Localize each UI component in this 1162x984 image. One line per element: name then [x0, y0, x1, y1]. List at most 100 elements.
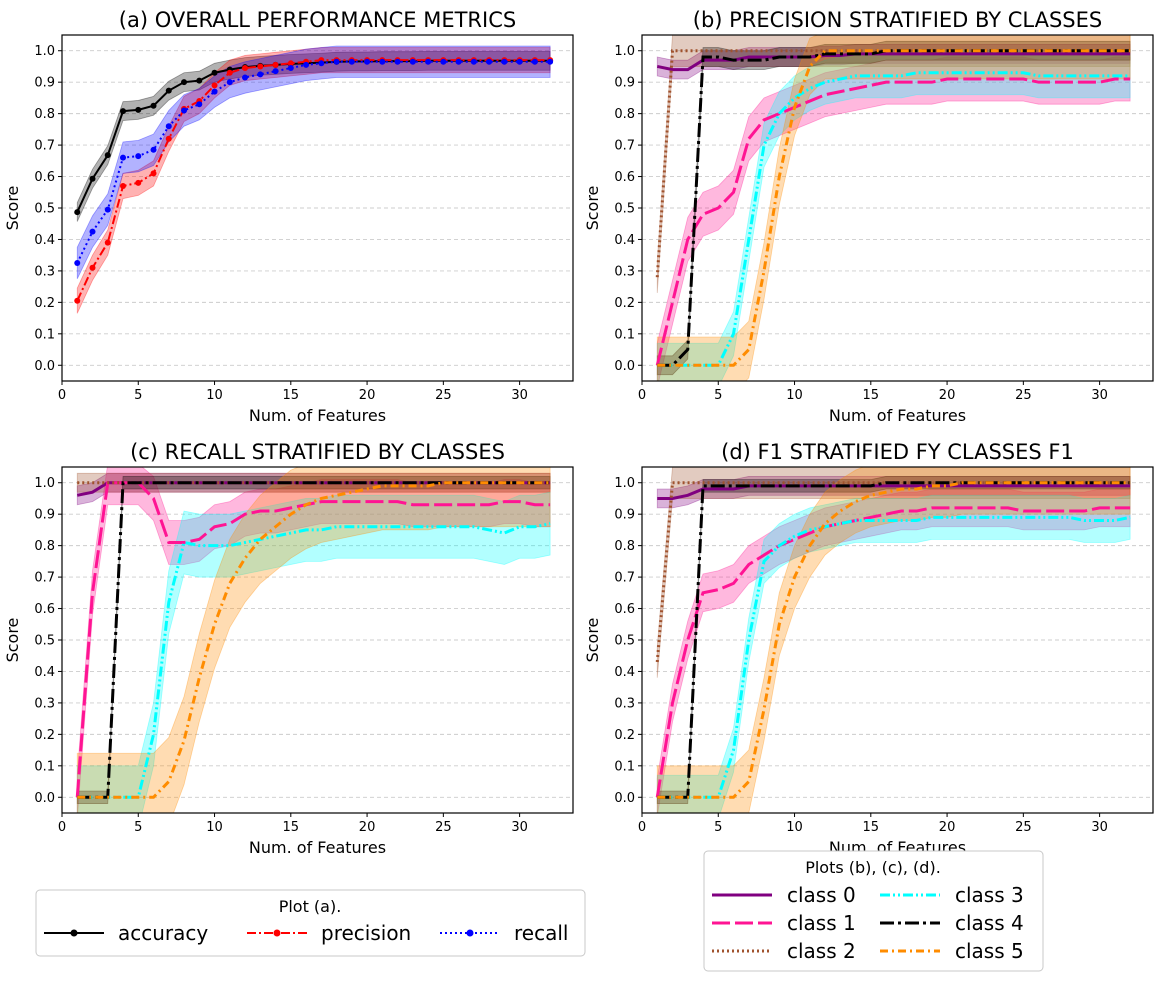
data-point-recall	[257, 71, 264, 78]
x-tick-label: 20	[359, 820, 376, 835]
data-point-recall	[196, 101, 203, 108]
data-point-precision	[165, 135, 172, 142]
panel-c-ylabel: Score	[3, 618, 22, 663]
y-tick-label: 1.0	[34, 476, 55, 491]
y-tick-label: 1.0	[34, 44, 55, 59]
y-tick-label: 0.8	[34, 539, 55, 554]
legend-label-class-4: class 4	[955, 911, 1024, 935]
y-tick-label: 0.5	[34, 202, 55, 217]
y-tick-label: 0.4	[34, 665, 55, 680]
legend-label-class-5: class 5	[955, 939, 1024, 963]
legend-label-class-1: class 1	[787, 911, 856, 935]
data-point-recall	[470, 58, 477, 65]
data-point-recall	[364, 58, 371, 65]
y-tick-label: 0.3	[614, 696, 635, 711]
panel-b-plot-area	[655, 35, 1131, 381]
panel-a-title: (a) OVERALL PERFORMANCE METRICS	[119, 8, 516, 32]
data-point-recall	[394, 58, 401, 65]
panel-c-xlabel: Num. of Features	[249, 838, 386, 857]
y-tick-label: 0.9	[34, 76, 55, 91]
panels: (a) OVERALL PERFORMANCE METRICS 0.0 0.1 0.2…	[3, 8, 1154, 857]
band-class-3	[656, 50, 1131, 381]
data-point-precision	[150, 170, 157, 177]
data-point-recall	[135, 153, 142, 160]
x-tick-label: 15	[283, 388, 300, 403]
panel-b-title: (b) PRECISION STRATIFIED BY CLASSES	[693, 8, 1102, 32]
data-point-recall	[531, 58, 538, 65]
band-class-4	[656, 40, 1131, 376]
data-point-recall	[150, 146, 157, 153]
data-point-precision	[226, 69, 233, 76]
series-line-class-1	[655, 506, 1131, 798]
data-point-accuracy	[165, 87, 172, 94]
panel-b-frame	[641, 34, 1154, 382]
y-tick-label: 0.7	[34, 571, 55, 586]
x-tick-label: 25	[1015, 820, 1032, 835]
y-tick-label: 0.8	[34, 107, 55, 122]
y-tick-label: 0.6	[34, 602, 55, 617]
data-point-accuracy	[89, 175, 96, 182]
y-tick-label: 0.2	[614, 296, 635, 311]
legend-label-class-0: class 0	[787, 883, 856, 907]
data-point-recall	[379, 58, 386, 65]
legend-plot-a-title: Plot (a).	[279, 897, 342, 916]
data-point-recall	[104, 206, 111, 213]
data-point-precision	[89, 264, 96, 271]
band-class-1	[656, 56, 1131, 381]
y-tick-label: 0.3	[34, 696, 55, 711]
panel-b-ylabel: Score	[583, 186, 602, 231]
series-line-class-5	[657, 49, 1131, 367]
legend-marker-accuracy	[70, 929, 78, 937]
band-class-3	[656, 494, 1131, 813]
y-tick-label: 1.0	[614, 476, 635, 491]
data-point-recall	[409, 58, 416, 65]
data-point-precision	[120, 182, 127, 189]
legend-label-class-3: class 3	[955, 883, 1024, 907]
data-point-recall	[348, 58, 355, 65]
x-tick-label: 25	[435, 388, 452, 403]
data-point-recall	[516, 58, 523, 65]
data-point-accuracy	[181, 79, 188, 86]
x-tick-label: 10	[786, 820, 803, 835]
band-recall	[76, 45, 551, 279]
y-tick-label: 0.6	[614, 602, 635, 617]
x-tick-label: 5	[134, 388, 142, 403]
data-point-recall	[165, 123, 172, 130]
y-tick-label: 0.3	[34, 264, 55, 279]
data-point-recall	[501, 58, 508, 65]
y-tick-label: 1.0	[614, 44, 635, 59]
data-point-recall	[303, 61, 310, 68]
y-tick-label: 0.4	[614, 665, 635, 680]
y-tick-label: 0.1	[614, 327, 635, 342]
y-tick-label: 0.7	[614, 139, 635, 154]
legend-label-precision: precision	[321, 921, 411, 945]
data-point-accuracy	[74, 209, 81, 216]
legend-plot-a-frame	[35, 889, 586, 957]
x-tick-label: 15	[863, 388, 880, 403]
panel-a-xlabel: Num. of Features	[249, 406, 386, 425]
data-point-accuracy	[211, 69, 218, 76]
x-tick-label: 25	[1015, 388, 1032, 403]
x-tick-label: 25	[435, 820, 452, 835]
y-tick-label: 0.9	[34, 508, 55, 523]
legend-plots-bcd: Plots (b), (c), (d). class 0 class 1 class…	[703, 850, 1044, 972]
legend-marker-precision	[273, 929, 281, 937]
data-point-accuracy	[104, 152, 111, 159]
y-tick-label: 0.1	[614, 759, 635, 774]
y-tick-label: 0.8	[614, 539, 635, 554]
band-class-3	[76, 491, 551, 813]
data-point-recall	[120, 154, 127, 161]
y-tick-label: 0.1	[34, 327, 55, 342]
x-tick-label: 30	[1091, 388, 1108, 403]
x-tick-label: 0	[638, 388, 646, 403]
data-point-recall	[272, 68, 279, 75]
panel-a-ylabel: Score	[3, 186, 22, 231]
panel-d: (d) F1 STRATIFIED FY CLASSES F1 0.0 0.1 0.2…	[583, 440, 1154, 857]
y-tick-label: 0.5	[614, 202, 635, 217]
panel-c-title: (c) RECALL STRATIFIED BY CLASSES	[130, 440, 505, 464]
legend-marker-recall	[466, 929, 474, 937]
y-tick-label: 0.0	[614, 359, 635, 374]
data-point-accuracy	[196, 77, 203, 84]
x-tick-label: 5	[134, 820, 142, 835]
